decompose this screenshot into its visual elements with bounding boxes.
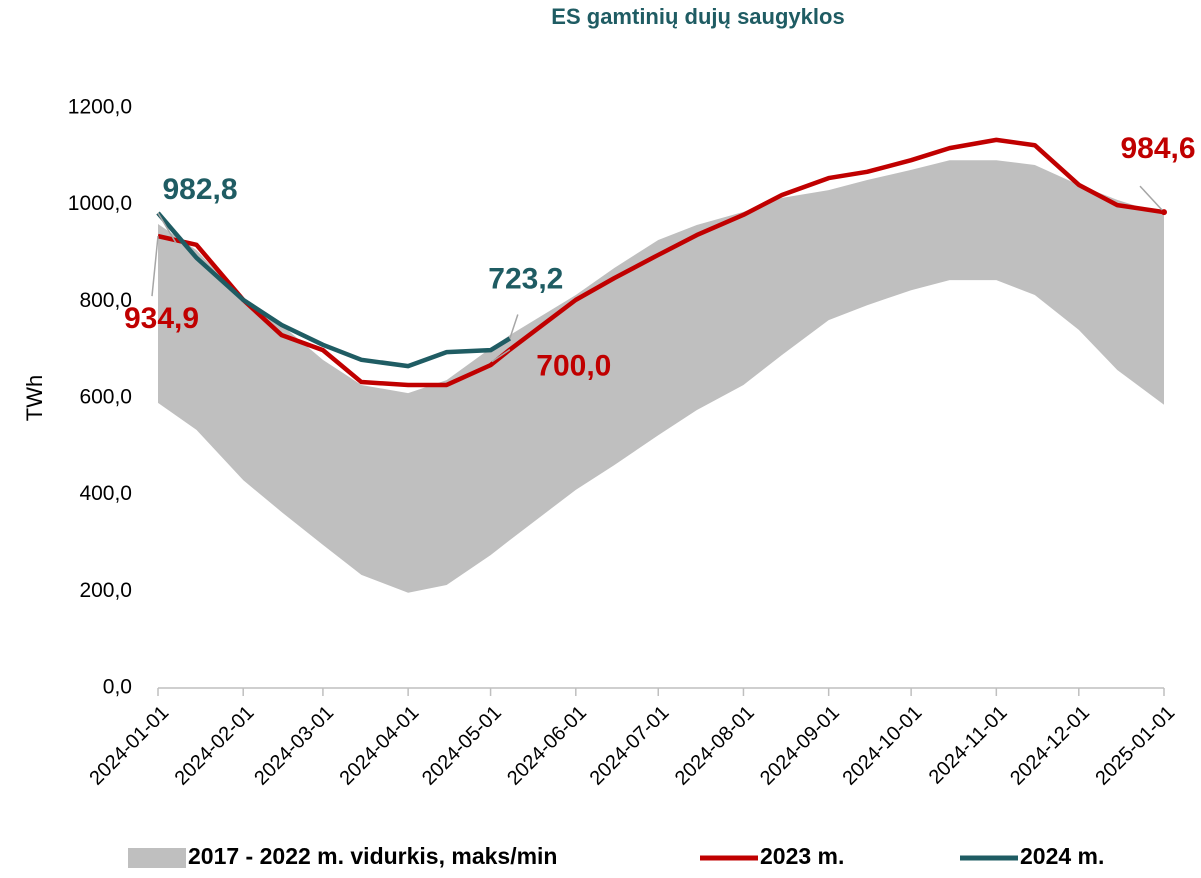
y-tick-label: 800,0 xyxy=(79,289,132,312)
data-label: 723,2 xyxy=(488,262,563,295)
data-label: 934,9 xyxy=(124,302,199,335)
x-tick-label: 2024-10-01 xyxy=(838,702,926,790)
leader-line xyxy=(509,314,519,339)
x-tick-label: 2024-12-01 xyxy=(1006,702,1094,790)
chart-title: ES gamtinių dujų saugyklos xyxy=(551,4,844,29)
y-tick-label: 1200,0 xyxy=(68,96,132,119)
legend-label: 2023 m. xyxy=(760,843,844,869)
x-tick-label: 2024-09-01 xyxy=(756,702,844,790)
leader-line xyxy=(491,349,511,363)
y-tick-label: 0,0 xyxy=(103,676,132,699)
x-tick-label: 2024-04-01 xyxy=(335,702,423,790)
series-line xyxy=(157,137,1165,388)
x-tick-label: 2024-05-01 xyxy=(418,702,506,790)
x-tick-label: 2024-06-01 xyxy=(503,702,591,790)
x-tick-label: 2024-11-01 xyxy=(925,702,1012,789)
y-tick-label: 400,0 xyxy=(79,482,132,505)
y-tick-label: 200,0 xyxy=(79,579,132,602)
leader-line xyxy=(1139,185,1165,213)
y-tick-label: 1000,0 xyxy=(68,192,132,215)
x-tick-label: 2024-02-01 xyxy=(171,702,259,790)
x-tick-label: 2024-08-01 xyxy=(671,702,759,790)
legend-label: 2017 - 2022 m. vidurkis, maks/min xyxy=(188,843,557,869)
end-point xyxy=(1161,209,1167,216)
leader-line xyxy=(151,236,159,297)
x-tick-label: 2025-01-01 xyxy=(1091,702,1179,790)
range-band xyxy=(158,160,1164,593)
data-label: 984,6 xyxy=(1120,132,1195,165)
x-tick-label: 2024-01-01 xyxy=(85,702,173,790)
x-tick-label: 2024-07-01 xyxy=(586,702,674,790)
y-tick-label: 600,0 xyxy=(79,386,132,409)
data-label: 700,0 xyxy=(536,350,611,383)
leader-line xyxy=(157,212,177,244)
y-axis-label: TWh xyxy=(22,375,47,421)
legend-swatch xyxy=(128,848,186,868)
series-line xyxy=(156,211,511,369)
legend-label: 2024 m. xyxy=(1020,843,1104,869)
x-tick-label: 2024-03-01 xyxy=(250,702,338,790)
data-label: 982,8 xyxy=(162,173,237,206)
